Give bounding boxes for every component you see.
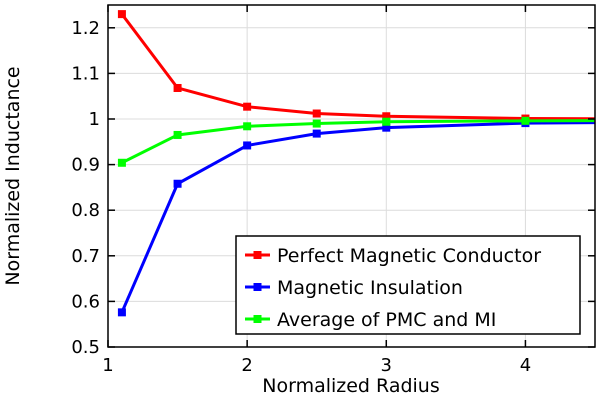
y-tick-label: 0.9 (71, 155, 100, 176)
series-group (117, 10, 595, 317)
data-point (521, 116, 530, 125)
data-point (312, 129, 321, 138)
y-tick-label: 0.7 (71, 246, 100, 267)
y-tick-label: 0.8 (71, 200, 100, 221)
data-point (312, 109, 321, 118)
x-tick-label: 2 (241, 355, 252, 376)
data-point (117, 10, 126, 19)
y-tick-label: 1 (89, 109, 100, 130)
legend: Perfect Magnetic Conductor Magnetic Insul… (235, 235, 581, 335)
y-tick-label: 1.1 (71, 63, 100, 84)
legend-box (235, 235, 581, 335)
data-point (173, 83, 182, 92)
legend-marker-2 (253, 315, 262, 323)
y-tick-label: 0.5 (71, 337, 100, 358)
y-axis-label: Normalized Inductance (2, 66, 24, 285)
legend-label-2: Average of PMC and MI (277, 309, 496, 331)
data-point (382, 117, 391, 126)
x-axis-label: Normalized Radius (262, 375, 440, 397)
data-point (382, 123, 391, 132)
series-line-0 (120, 13, 595, 121)
data-point (173, 179, 182, 188)
y-tick-label: 0.6 (71, 291, 100, 312)
data-point (243, 102, 252, 111)
data-point (117, 158, 126, 167)
legend-marker-1 (253, 283, 262, 291)
legend-marker-0 (253, 251, 262, 259)
plot-frame (107, 4, 596, 348)
legend-label-1: Magnetic Insulation (277, 277, 463, 299)
y-tick-label: 1.2 (71, 18, 100, 39)
legend-label-0: Perfect Magnetic Conductor (277, 245, 541, 267)
x-tick-label: 1 (102, 355, 113, 376)
x-tick-label: 4 (520, 355, 531, 376)
data-point (173, 130, 182, 139)
data-point (312, 119, 321, 128)
data-point (117, 308, 126, 317)
data-point (243, 122, 252, 131)
data-point (382, 112, 391, 121)
data-point (243, 141, 252, 150)
x-tick-label: 3 (381, 355, 392, 376)
ticks: 1 2 3 4 0.5 0.6 0.7 0.8 0.9 1 1.1 1.2 (71, 5, 595, 376)
